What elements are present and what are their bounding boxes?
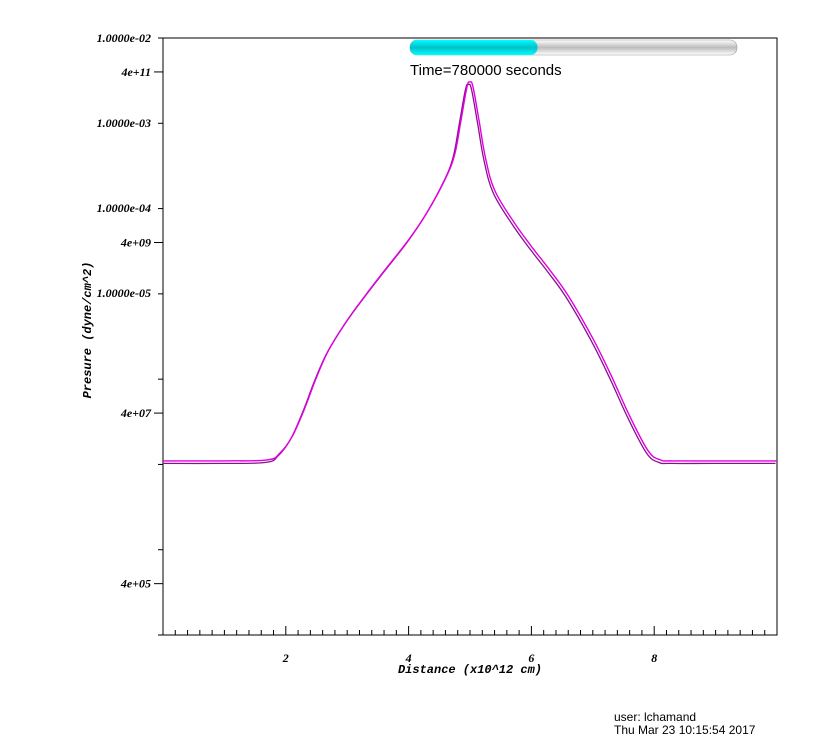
secondary-y-tick-label: 1.0000e-02 xyxy=(97,31,151,45)
x-tick-label: 8 xyxy=(651,651,657,665)
x-tick-label: 2 xyxy=(282,651,289,665)
secondary-y-tick-label: 1.0000e-03 xyxy=(97,116,151,130)
secondary-y-tick-labels: 1.0000e-02 1.0000e-03 1.0000e-04 1.0000e-05 xyxy=(97,31,151,300)
series-line-shadow xyxy=(163,83,776,465)
y-axis-ticks xyxy=(154,37,163,636)
x-axis-title: Distance (x10^12 cm) xyxy=(398,663,542,677)
x-axis-ticks xyxy=(174,626,766,635)
progress-fill xyxy=(410,40,538,55)
secondary-y-tick-label: 1.0000e-05 xyxy=(97,286,151,300)
y-axis-tick-labels: 4e+05 4e+07 4e+09 4e+11 xyxy=(120,65,152,591)
y-tick-label: 4e+11 xyxy=(120,65,151,79)
secondary-y-tick-label: 1.0000e-04 xyxy=(97,201,151,215)
plot-frame xyxy=(162,37,778,636)
y-axis-title: Presure (dyne/cm^2) xyxy=(81,262,95,399)
x-axis-tick-labels: 2 4 6 8 xyxy=(282,651,657,665)
footer-user: user: lchamand xyxy=(614,710,697,724)
footer-timestamp: Thu Mar 23 10:15:54 2017 xyxy=(614,723,756,737)
x-tick-label: 6 xyxy=(528,651,534,665)
x-tick-label: 4 xyxy=(405,651,412,665)
time-progress-bar xyxy=(409,39,738,56)
y-tick-label: 4e+07 xyxy=(120,406,152,420)
series-line xyxy=(163,81,777,462)
time-label: Time=780000 seconds xyxy=(410,62,562,79)
footer: user: lchamand Thu Mar 23 10:15:54 2017 xyxy=(614,711,755,737)
y-tick-label: 4e+09 xyxy=(120,236,151,250)
y-tick-label: 4e+05 xyxy=(120,577,151,591)
